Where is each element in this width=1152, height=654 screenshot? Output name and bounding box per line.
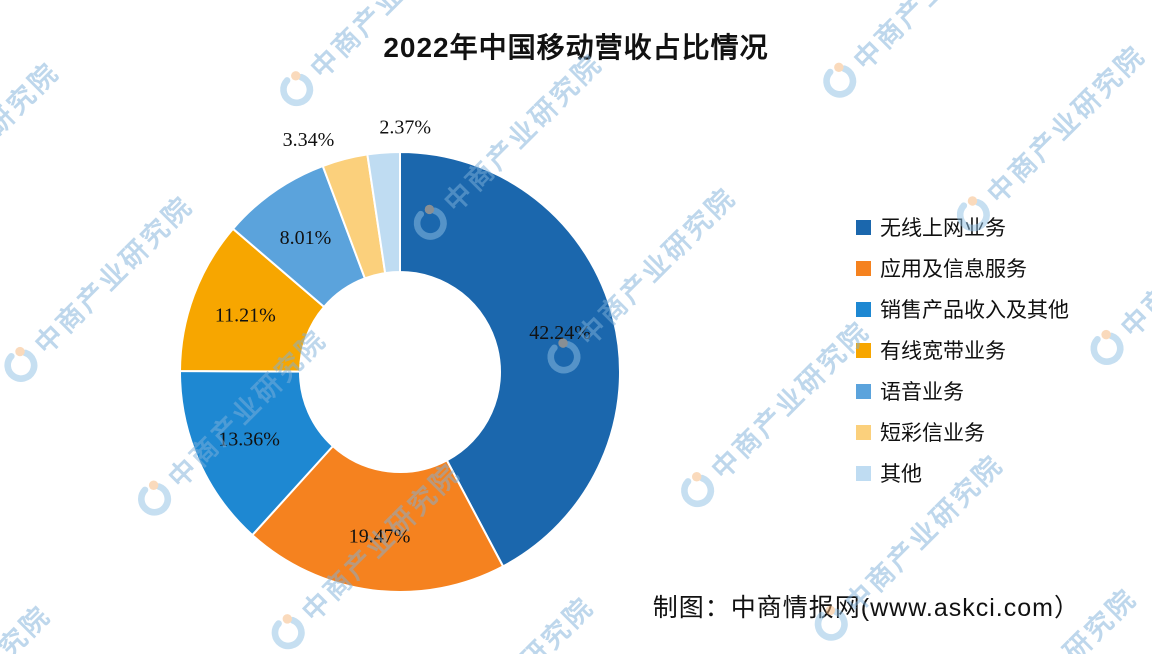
- legend-swatch: [856, 465, 871, 481]
- footer-credit: 制图：中商情报网(www.askci.com）: [652, 594, 1080, 622]
- slice-value-label: 3.34%: [283, 129, 335, 151]
- legend-swatch: [856, 383, 871, 399]
- slice-value-label: 8.01%: [280, 227, 332, 249]
- slice-value-label: 19.47%: [349, 526, 411, 548]
- pie-slice-2: [250, 444, 505, 593]
- legend-label: 应用及信息服务: [880, 258, 1027, 281]
- legend-item-1: 无线上网业务: [856, 215, 1069, 240]
- legend-swatch: [856, 219, 871, 235]
- legend-label: 销售产品收入及其他: [880, 299, 1069, 322]
- slice-value-label: 13.36%: [218, 429, 280, 451]
- pie-slice-7: [366, 150, 401, 275]
- legend-swatch: [856, 301, 871, 317]
- legend-swatch: [856, 342, 871, 358]
- legend-item-3: 销售产品收入及其他: [856, 297, 1069, 322]
- legend-label: 短彩信业务: [880, 422, 985, 445]
- pie-slice-1: [399, 150, 621, 568]
- legend-label: 语音业务: [880, 381, 964, 404]
- chart-title: 2022年中国移动营收占比情况: [383, 32, 769, 63]
- legend-item-4: 有线宽带业务: [856, 338, 1069, 363]
- legend-label: 无线上网业务: [880, 217, 1006, 240]
- legend-swatch: [856, 424, 871, 440]
- slice-value-label: 2.37%: [379, 117, 431, 139]
- slice-value-label: 11.21%: [215, 304, 276, 326]
- legend-item-5: 语音业务: [856, 379, 1069, 404]
- slice-value-label: 42.24%: [529, 322, 591, 344]
- chart-legend: 无线上网业务 应用及信息服务销售产品收入及其他 有线宽带业务 语音业务短彩信业务其他: [856, 215, 1069, 486]
- legend-item-2: 应用及信息服务: [856, 256, 1069, 281]
- legend-item-7: 其他: [856, 461, 1069, 486]
- legend-label: 其他: [880, 463, 922, 486]
- legend-label: 有线宽带业务: [880, 340, 1006, 363]
- legend-item-6: 短彩信业务: [856, 420, 1069, 445]
- legend-swatch: [856, 260, 871, 276]
